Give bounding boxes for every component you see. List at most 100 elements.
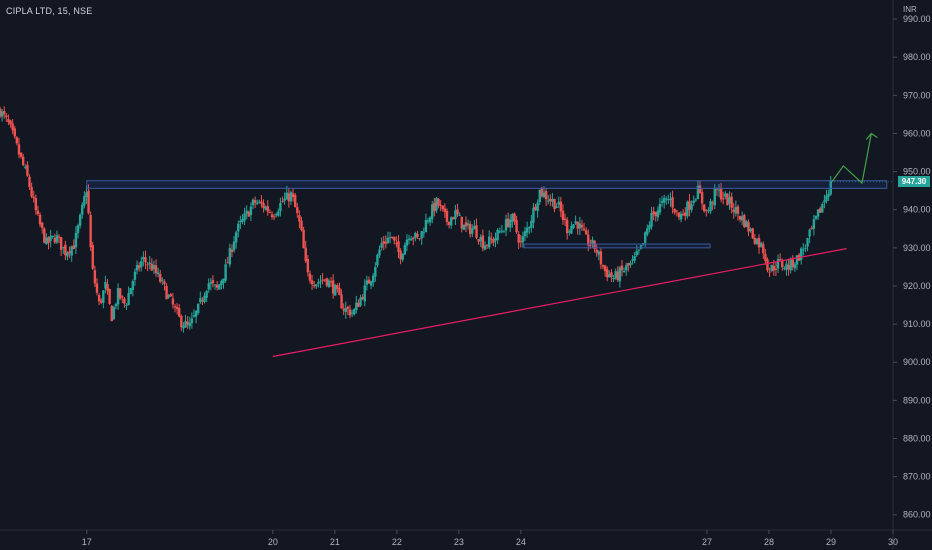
candle-body bbox=[620, 265, 624, 271]
candle-body bbox=[334, 285, 337, 296]
candle-body bbox=[272, 216, 276, 218]
candle-body bbox=[167, 295, 170, 298]
candle-body bbox=[542, 192, 546, 198]
candle-body bbox=[468, 223, 472, 235]
candle-body bbox=[325, 278, 329, 286]
candle-body bbox=[789, 258, 792, 271]
candle-body bbox=[568, 231, 571, 233]
price-tick-label: 870.00 bbox=[903, 472, 931, 482]
candle-body bbox=[285, 192, 288, 200]
candle-body bbox=[795, 255, 799, 265]
candle-body bbox=[593, 240, 596, 250]
candle-body bbox=[724, 193, 727, 197]
candle-body bbox=[487, 236, 491, 248]
candle-body bbox=[296, 207, 299, 214]
candle-body bbox=[152, 265, 156, 270]
candle-body bbox=[732, 209, 735, 212]
candle-body bbox=[234, 232, 238, 243]
candle-body bbox=[17, 144, 21, 155]
price-tick-label: 910.00 bbox=[903, 319, 931, 329]
candle-body bbox=[654, 212, 657, 217]
candle-body bbox=[340, 294, 343, 309]
candle-body bbox=[395, 242, 398, 244]
candle-body bbox=[300, 220, 303, 231]
time-tick-label: 23 bbox=[454, 537, 464, 547]
candle-body bbox=[734, 207, 738, 214]
candle-body bbox=[38, 214, 42, 225]
candle-body bbox=[142, 257, 145, 260]
candle-body bbox=[140, 261, 143, 268]
candle-body bbox=[367, 279, 371, 284]
candle-body bbox=[625, 265, 628, 271]
time-tick-label: 20 bbox=[268, 537, 278, 547]
candle-body bbox=[635, 251, 638, 256]
candle-body bbox=[726, 193, 729, 206]
candle-body bbox=[350, 312, 354, 314]
price-tick-label: 970.00 bbox=[903, 90, 931, 100]
candle-body bbox=[405, 239, 409, 246]
candle-body bbox=[310, 280, 314, 285]
candle-body bbox=[230, 249, 234, 253]
candle-body bbox=[89, 214, 92, 248]
candle-body bbox=[281, 201, 284, 203]
candle-body bbox=[561, 210, 565, 220]
candle-body bbox=[304, 247, 307, 261]
candle-body bbox=[279, 202, 282, 212]
candle-body bbox=[500, 230, 504, 232]
resistance-zone bbox=[86, 180, 888, 189]
candle-body bbox=[268, 212, 272, 214]
candle-body bbox=[146, 264, 149, 266]
candle-body bbox=[452, 217, 455, 220]
candle-body bbox=[551, 199, 554, 202]
candle-body bbox=[112, 306, 116, 320]
candle-body bbox=[821, 204, 824, 213]
candles-group bbox=[0, 106, 832, 333]
price-tick-label: 930.00 bbox=[903, 243, 931, 253]
time-axis[interactable]: 17 20 21 22 23 24 27 28 29 30 bbox=[82, 530, 898, 547]
candle-body bbox=[696, 186, 700, 200]
candle-body bbox=[722, 198, 725, 200]
candle-body bbox=[277, 211, 280, 216]
candle-body bbox=[213, 284, 217, 286]
candle-body bbox=[232, 241, 236, 251]
candle-body bbox=[209, 282, 213, 284]
candle-body bbox=[473, 226, 476, 230]
candle-body bbox=[144, 257, 147, 263]
candle-body bbox=[445, 211, 449, 222]
candle-body bbox=[454, 210, 457, 220]
candle-body bbox=[47, 237, 50, 243]
candle-body bbox=[601, 265, 605, 267]
candle-body bbox=[612, 278, 615, 280]
candle-body bbox=[374, 267, 377, 277]
candle-body bbox=[222, 278, 225, 283]
candle-body bbox=[688, 200, 691, 210]
candle-body bbox=[825, 195, 828, 202]
candle-body bbox=[460, 216, 463, 229]
candle-body bbox=[578, 223, 582, 229]
candle-body bbox=[262, 203, 265, 209]
candle-body bbox=[772, 266, 776, 271]
candle-body bbox=[787, 265, 790, 270]
candle-body bbox=[483, 245, 487, 250]
time-tick-label: 29 bbox=[826, 537, 836, 547]
candle-body bbox=[669, 198, 672, 201]
symbol-title[interactable]: CIPLA LTD, 15, NSE bbox=[6, 6, 93, 16]
candle-body bbox=[540, 187, 544, 197]
candle-body bbox=[597, 251, 601, 255]
candle-body bbox=[565, 219, 569, 234]
candle-body bbox=[774, 268, 778, 270]
price-axis[interactable]: 990.00 980.00 970.00 960.00 950.00 940.00 930.… bbox=[893, 14, 931, 520]
candle-body bbox=[5, 115, 8, 118]
candle-body bbox=[253, 200, 257, 203]
candle-body bbox=[388, 237, 392, 239]
candle-body bbox=[416, 233, 419, 237]
candle-body bbox=[523, 231, 527, 237]
candle-body bbox=[802, 249, 805, 251]
candle-body bbox=[215, 284, 219, 288]
candle-body bbox=[169, 294, 172, 297]
candle-body bbox=[759, 242, 763, 247]
candle-body bbox=[437, 198, 440, 206]
candle-body bbox=[129, 288, 132, 295]
candle-body bbox=[441, 205, 444, 210]
